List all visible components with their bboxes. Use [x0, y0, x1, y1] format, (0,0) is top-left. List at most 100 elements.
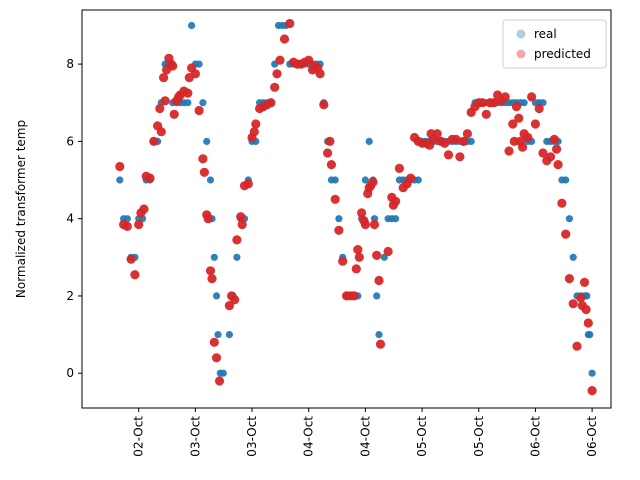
predicted-point	[391, 196, 401, 206]
predicted-point	[326, 160, 336, 170]
predicted-point	[251, 119, 261, 129]
predicted-point	[330, 194, 340, 204]
real-point	[373, 292, 381, 300]
predicted-point	[334, 225, 344, 235]
predicted-point	[145, 173, 155, 183]
predicted-point	[270, 82, 280, 92]
predicted-point	[159, 73, 169, 83]
predicted-point	[126, 254, 136, 264]
predicted-point	[194, 105, 204, 116]
predicted-point	[304, 55, 314, 65]
predicted-point	[557, 198, 567, 208]
predicted-point	[369, 219, 380, 230]
predicted-point	[139, 204, 149, 214]
predicted-point	[237, 219, 247, 230]
real-point	[210, 253, 218, 261]
predicted-point	[587, 386, 597, 396]
x-axis: 02-Oct 03-Oct 03-Oct 04-Oct 04-Oct 05-Oct 05-O…	[132, 408, 599, 457]
predicted-point	[489, 98, 499, 108]
predicted-point	[564, 274, 575, 284]
predicted-point	[374, 275, 384, 286]
predicted-point	[199, 167, 209, 177]
y-axis-label: Normalized transformer temp	[14, 120, 28, 298]
predicted-point	[477, 98, 488, 108]
real-point	[569, 253, 577, 261]
predicted-point	[572, 341, 582, 351]
predicted-point	[315, 69, 325, 79]
real-point	[195, 60, 203, 68]
real-point	[414, 176, 422, 184]
predicted-point	[568, 299, 578, 309]
predicted-point	[209, 337, 219, 347]
y-tick-label: 2	[66, 289, 74, 303]
predicted-point	[354, 252, 364, 262]
predicted-point	[518, 142, 528, 152]
y-axis: 0 2 4 6 8	[66, 57, 82, 380]
predicted-point	[443, 150, 454, 160]
predicted-point	[462, 129, 472, 139]
real-point	[335, 215, 343, 223]
predicted-point	[115, 161, 125, 172]
predicted-point	[353, 245, 363, 255]
predicted-point	[130, 270, 140, 280]
x-tick-label: 06-Oct	[528, 416, 542, 457]
predicted-point	[236, 212, 246, 222]
predicted-point	[383, 246, 393, 257]
real-point	[225, 331, 233, 339]
predicted-point	[552, 144, 562, 154]
predicted-point	[440, 138, 450, 148]
predicted-point	[156, 127, 166, 137]
predicted-point	[375, 339, 386, 349]
predicted-point	[549, 134, 559, 144]
predicted-point	[232, 235, 242, 245]
predicted-point	[319, 100, 329, 110]
predicted-point	[523, 132, 533, 143]
predicted-point	[459, 136, 469, 146]
predicted-point	[207, 274, 217, 284]
y-tick-label: 8	[66, 57, 74, 71]
predicted-point	[432, 129, 442, 139]
plot-frame	[81, 9, 612, 409]
predicted-point	[394, 163, 404, 173]
predicted-point	[205, 266, 216, 276]
real-point	[562, 176, 570, 184]
real-legend-label: real	[534, 27, 557, 41]
predicted-point	[169, 109, 179, 119]
x-tick-label: 02-Oct	[132, 416, 146, 457]
x-tick-label: 05-Oct	[472, 416, 486, 457]
x-tick-label: 06-Oct	[585, 416, 599, 457]
predicted-point	[155, 103, 165, 114]
real-point	[520, 99, 528, 107]
points-layer	[115, 18, 597, 396]
real-point	[233, 253, 241, 261]
predicted-point	[338, 256, 348, 266]
real-point	[214, 331, 222, 339]
predicted-point	[230, 295, 240, 305]
legend-box	[502, 19, 607, 69]
predicted-point	[357, 208, 367, 218]
predicted-point	[372, 250, 382, 260]
real-point	[586, 331, 594, 339]
x-tick-label: 04-Oct	[302, 416, 316, 457]
predicted-legend-marker	[516, 49, 526, 59]
predicted-point	[351, 264, 361, 274]
real-point	[565, 215, 574, 223]
predicted-point	[530, 119, 541, 129]
predicted-point	[561, 229, 571, 239]
legend: real predicted	[502, 19, 607, 69]
predicted-point	[190, 69, 200, 79]
predicted-point	[553, 160, 563, 170]
predicted-point	[168, 61, 178, 71]
y-tick-label: 4	[66, 212, 74, 226]
predicted-point	[360, 219, 370, 230]
x-tick-label: 03-Oct	[188, 416, 202, 457]
predicted-point	[160, 96, 170, 106]
predicted-point	[581, 304, 591, 315]
predicted-point	[272, 69, 282, 79]
predicted-point	[514, 113, 524, 123]
predicted-point	[285, 18, 295, 29]
real-point	[361, 176, 369, 184]
predicted-point	[511, 102, 522, 112]
